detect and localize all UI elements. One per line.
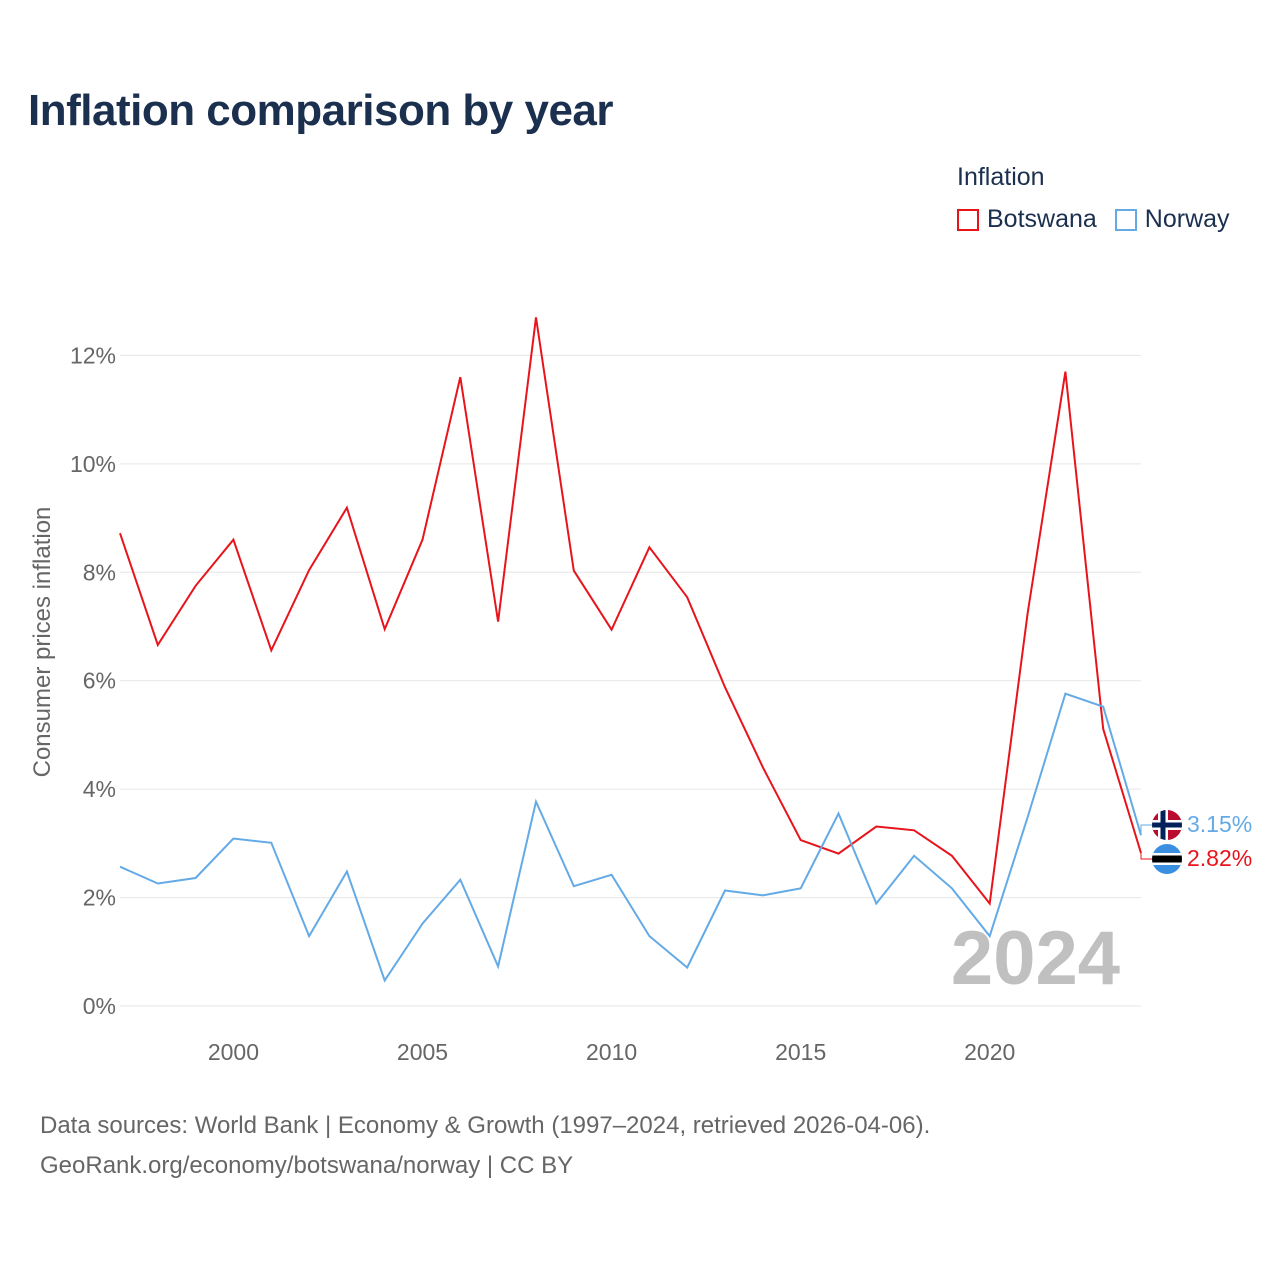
y-tick-label: 8%: [83, 559, 116, 585]
legend-title: Inflation: [957, 163, 1045, 191]
grid-lines: [120, 354, 1141, 1007]
legend: Botswana Norway: [957, 205, 1248, 234]
botswana-flag-icon: [1152, 844, 1182, 874]
x-tick-label: 2000: [208, 1039, 259, 1065]
series-line-norway: [119, 692, 1142, 983]
y-tick-label: 0%: [83, 993, 116, 1019]
x-tick-label: 2020: [964, 1039, 1015, 1065]
source-line-2[interactable]: GeoRank.org/economy/botswana/norway | CC…: [40, 1152, 574, 1179]
y-tick-label: 6%: [83, 668, 116, 694]
y-tick-label: 2%: [83, 885, 116, 911]
end-connector-botswana: [1140, 853, 1152, 860]
year-watermark: 2024: [951, 916, 1120, 1001]
series-end-markers: 3.15% 2.82%: [1140, 810, 1252, 874]
legend-swatch-botswana: [957, 208, 979, 231]
y-axis-ticks: 0% 2% 4% 6% 8% 10% 12%: [70, 342, 116, 1019]
x-tick-label: 2015: [775, 1039, 826, 1065]
series-line-botswana: [119, 317, 1142, 906]
y-tick-label: 4%: [83, 776, 116, 802]
legend-item-norway[interactable]: Norway: [1114, 205, 1230, 234]
source-note: Data sources: World Bank | Economy & Gro…: [40, 1106, 930, 1186]
end-connector-norway: [1140, 824, 1152, 836]
y-axis-label: Consumer prices inflation: [29, 507, 56, 778]
end-label-botswana: 2.82%: [1187, 845, 1252, 871]
source-line-1: Data sources: World Bank | Economy & Gro…: [40, 1112, 931, 1139]
legend-label-norway: Norway: [1144, 205, 1230, 233]
legend-item-botswana[interactable]: Botswana: [957, 205, 1097, 234]
legend-label-botswana: Botswana: [987, 205, 1097, 233]
norway-flag-icon: [1152, 810, 1182, 840]
series-lines: [119, 317, 1142, 983]
y-tick-label: 12%: [70, 342, 116, 368]
y-tick-label: 10%: [70, 451, 116, 477]
x-axis-ticks: 2000 2005 2010 2015 2020: [208, 1039, 1015, 1065]
end-label-norway: 3.15%: [1187, 811, 1252, 837]
chart-title: Inflation comparison by year: [28, 86, 614, 135]
legend-swatch-norway: [1114, 208, 1137, 231]
x-tick-label: 2005: [397, 1039, 448, 1065]
x-tick-label: 2010: [586, 1039, 637, 1065]
